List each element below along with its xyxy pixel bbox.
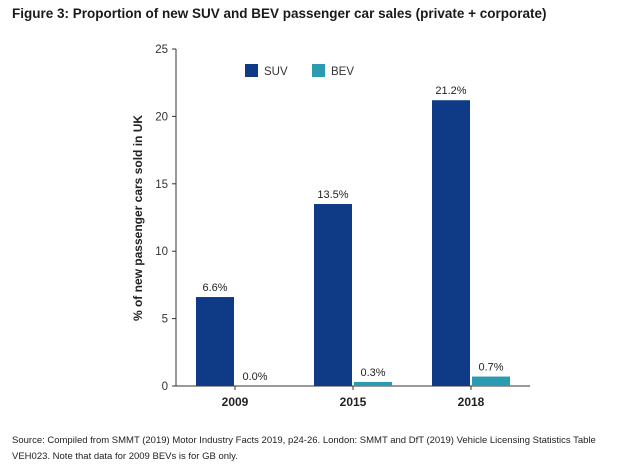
data-labels: 6.6% 0.0% 13.5% 0.3% 21.2% 0.7%	[202, 85, 503, 383]
y-tick-label: 25	[155, 44, 168, 56]
x-tick-label: 2015	[340, 395, 367, 409]
x-tick-label: 2009	[222, 395, 249, 409]
legend-label-suv: SUV	[264, 66, 288, 78]
y-tick-label: 15	[155, 179, 168, 191]
source-note: Source: Compiled from SMMT (2019) Motor …	[12, 435, 596, 462]
bar-suv-2009	[196, 297, 234, 386]
y-tick-label: 10	[155, 246, 168, 258]
chart-axes	[172, 48, 530, 390]
data-label-suv-2009: 6.6%	[202, 282, 227, 294]
data-label-suv-2018: 21.2%	[435, 85, 466, 97]
legend-swatch-suv	[245, 64, 258, 77]
y-tick-labels: 0 5 10 15 20 25	[155, 44, 168, 393]
chart: 0 5 10 15 20 25 6.6% 0.0% 13.5% 0.3% 21.2% 0.7% 20…	[131, 44, 530, 409]
x-tick-labels: 2009 2015 2018	[222, 395, 485, 409]
bar-bev-2015	[354, 381, 392, 386]
x-tick-label: 2018	[458, 395, 485, 409]
y-tick-label: 5	[162, 314, 168, 326]
data-label-bev-2018: 0.7%	[478, 362, 503, 374]
legend-swatch-bev	[312, 64, 325, 77]
chart-legend: SUV BEV	[245, 64, 354, 78]
bar-bev-2018	[472, 376, 510, 386]
data-label-bev-2009: 0.0%	[242, 371, 267, 383]
bar-suv-2015	[314, 204, 352, 386]
legend-label-bev: BEV	[331, 66, 354, 78]
data-label-bev-2015: 0.3%	[360, 367, 385, 379]
chart-bars	[196, 100, 510, 386]
y-axis-title: % of new passenger cars sold in UK	[131, 115, 145, 321]
bar-suv-2018	[432, 100, 470, 386]
figure-title: Figure 3: Proportion of new SUV and BEV …	[12, 6, 547, 21]
y-tick-label: 0	[162, 381, 168, 393]
y-tick-label: 20	[155, 111, 168, 123]
data-label-suv-2015: 13.5%	[317, 189, 348, 201]
